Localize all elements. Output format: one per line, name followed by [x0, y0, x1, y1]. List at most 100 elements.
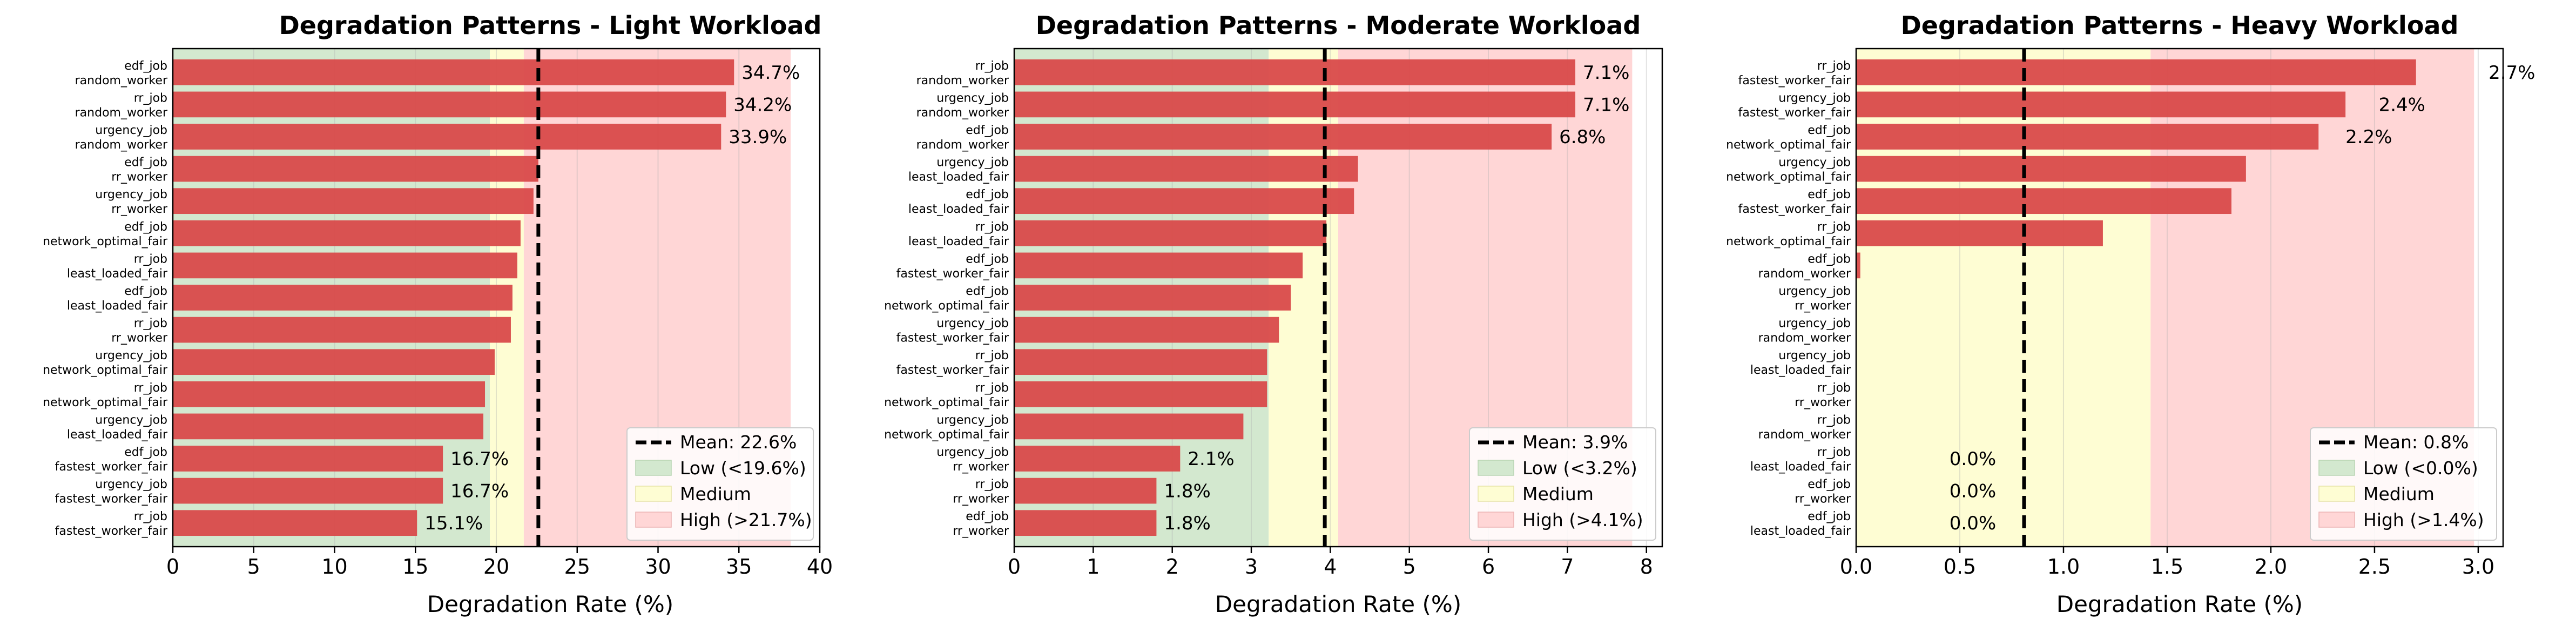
plot-area: edf_job random_worker 34.7% rr_job random_wo… — [43, 48, 833, 579]
legend-swatch-high — [1478, 512, 1514, 528]
legend-swatch-low — [2318, 460, 2355, 476]
category-label: urgency_job fastest_worker_fair — [55, 478, 168, 506]
category-label: urgency_job least_loaded_fair — [908, 156, 1009, 184]
category-label: edf_job least_loaded_fair — [67, 285, 168, 313]
x-tick-label: 3.0 — [2462, 555, 2494, 579]
bar — [1014, 252, 1303, 279]
category-label: urgency_job network_optimal_fair — [884, 413, 1009, 441]
bar — [1014, 349, 1267, 375]
legend-label: Low (<0.0%) — [2363, 458, 2478, 479]
data-label: 2.1% — [1188, 448, 1234, 470]
category-label: rr_job random_worker — [916, 59, 1009, 88]
legend-label: High (>21.7%) — [680, 509, 812, 530]
bar — [173, 478, 443, 504]
bar — [173, 285, 512, 311]
category-label: rr_job fastest_worker_fair — [1738, 59, 1851, 88]
legend-label: High (>1.4%) — [2363, 509, 2484, 530]
category-label: rr_job rr_worker — [111, 317, 168, 345]
legend-swatch-medium — [1478, 486, 1514, 502]
category-label: urgency_job network_optimal_fair — [1726, 156, 1851, 184]
category-label: edf_job random_worker — [916, 124, 1009, 152]
category-label: rr_job random_worker — [1758, 413, 1851, 441]
axes-frame — [1013, 48, 1663, 548]
data-label: 16.7% — [450, 448, 509, 470]
plot-area: rr_job fastest_worker_fair 2.7% urgency_job… — [1726, 48, 2535, 579]
legend-label: Mean: 22.6% — [680, 432, 797, 453]
bar — [1856, 188, 2231, 214]
bar — [1014, 124, 1552, 150]
x-tick-label: 35 — [726, 555, 752, 579]
category-label: edf_job network_optimal_fair — [1726, 124, 1851, 152]
legend-box — [1469, 427, 1656, 541]
x-tick-label: 8 — [1640, 555, 1653, 579]
legend-swatch-low — [635, 460, 672, 476]
chart-moderate-workload: rr_job random_worker 7.1% urgency_job random… — [884, 11, 1663, 617]
category-label: edf_job rr_worker — [111, 156, 168, 184]
legend-swatch-high — [2318, 512, 2355, 528]
category-label: edf_job fastest_worker_fair — [896, 252, 1009, 280]
bar — [1856, 156, 2246, 182]
legend-box — [2310, 427, 2497, 541]
category-label: rr_job rr_worker — [953, 478, 1009, 506]
category-label: rr_job fastest_worker_fair — [55, 510, 168, 538]
bar — [173, 220, 521, 246]
legend: Mean: 22.6% Low (<19.6%) Medium High (>21.7… — [626, 427, 814, 541]
data-label: 16.7% — [450, 481, 509, 502]
axes-frame — [1855, 48, 2504, 548]
category-label: edf_job rr_worker — [1795, 478, 1851, 506]
data-label: 2.2% — [2345, 126, 2392, 148]
x-tick-label: 1 — [1087, 555, 1100, 579]
chart-light-workload: edf_job random_worker 34.7% rr_job random_wo… — [43, 11, 833, 617]
category-label: edf_job fastest_worker_fair — [1738, 188, 1851, 216]
data-label: 0.0% — [1950, 448, 1996, 470]
bar — [173, 446, 443, 472]
bar — [1856, 252, 1860, 279]
bar — [1014, 478, 1157, 504]
bar — [173, 156, 538, 182]
legend-label: Medium — [680, 483, 751, 505]
bar — [173, 91, 726, 118]
bar — [1014, 188, 1354, 214]
category-label: edf_job network_optimal_fair — [884, 285, 1009, 313]
x-tick-label: 1.5 — [2151, 555, 2183, 579]
x-tick-label: 10 — [321, 555, 347, 579]
x-tick-label: 2.5 — [2358, 555, 2391, 579]
bar — [173, 59, 734, 85]
chart-title: Degradation Patterns - Moderate Workload — [1036, 11, 1641, 40]
data-label: 0.0% — [1950, 481, 1996, 502]
data-label: 33.9% — [729, 126, 787, 148]
category-label: edf_job least_loaded_fair — [908, 188, 1009, 216]
bar — [173, 317, 511, 343]
medium-band — [1856, 49, 2151, 547]
category-label: rr_job least_loaded_fair — [1750, 446, 1851, 474]
bar — [173, 124, 721, 150]
x-tick-label: 30 — [645, 555, 671, 579]
bar — [1014, 381, 1267, 407]
x-tick-label: 25 — [564, 555, 590, 579]
category-label: edf_job random_worker — [1758, 252, 1851, 280]
bar — [173, 510, 417, 536]
bar — [173, 381, 485, 407]
category-label: urgency_job fastest_worker_fair — [1738, 91, 1851, 119]
bar — [1856, 220, 2103, 246]
chart-title: Degradation Patterns - Heavy Workload — [1901, 11, 2459, 40]
category-label: urgency_job least_loaded_fair — [67, 413, 168, 441]
bar — [1014, 446, 1181, 472]
bar — [1014, 91, 1576, 118]
data-label: 15.1% — [424, 513, 483, 534]
data-label: 7.1% — [1583, 94, 1629, 116]
bar — [1014, 510, 1157, 536]
x-tick-label: 2 — [1166, 555, 1179, 579]
category-label: urgency_job random_worker — [916, 91, 1009, 119]
category-label: rr_job least_loaded_fair — [908, 220, 1009, 248]
category-label: urgency_job rr_worker — [1778, 285, 1851, 313]
category-label: edf_job fastest_worker_fair — [55, 446, 168, 474]
bar — [173, 413, 484, 440]
data-label: 1.8% — [1164, 481, 1210, 502]
x-tick-label: 20 — [483, 555, 509, 579]
legend: Mean: 0.8% Low (<0.0%) Medium High (>1.4%) — [2310, 427, 2497, 541]
category-label: edf_job random_worker — [75, 59, 168, 88]
category-label: rr_job least_loaded_fair — [67, 252, 168, 280]
chart-title: Degradation Patterns - Light Workload — [279, 11, 822, 40]
